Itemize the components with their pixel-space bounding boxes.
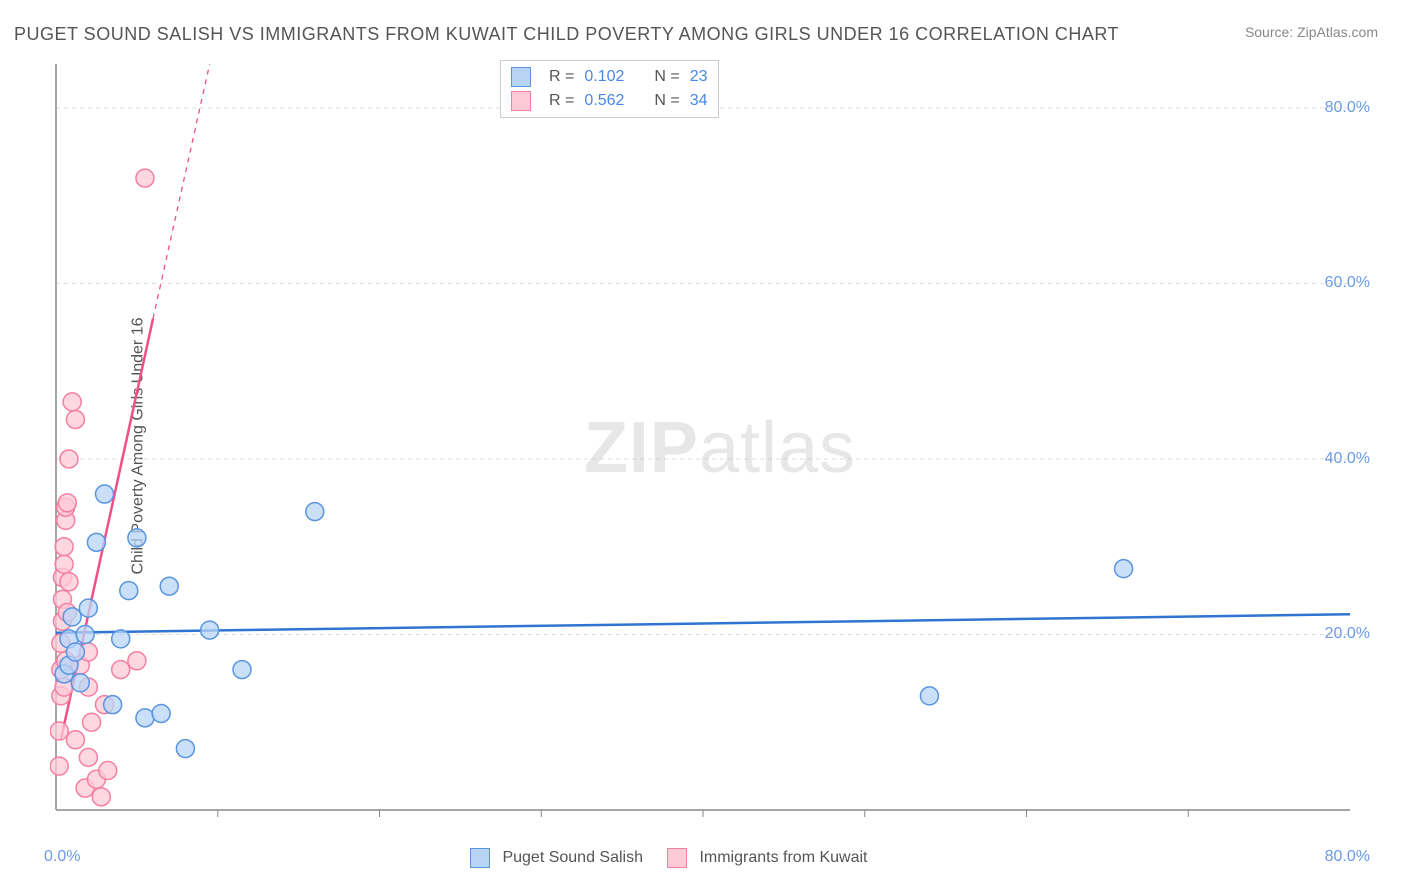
r-label: R =	[549, 92, 574, 110]
r-label: R =	[549, 68, 574, 86]
y-tick-label: 60.0%	[1325, 274, 1370, 292]
series-legend-label: Immigrants from Kuwait	[699, 849, 867, 866]
y-tick-label: 20.0%	[1325, 625, 1370, 643]
series-legend-item: Puget Sound Salish	[470, 848, 643, 868]
x-axis-min-label: 0.0%	[44, 848, 80, 866]
r-value: 0.562	[584, 92, 624, 110]
n-label: N =	[654, 92, 679, 110]
x-axis-max-label: 80.0%	[1325, 848, 1370, 866]
plot-area: ZIPatlas R = 0.102 N = 23 R = 0.562 N = …	[50, 58, 1390, 838]
correlation-legend-row: R = 0.562 N = 34	[511, 89, 708, 113]
series-legend-label: Puget Sound Salish	[502, 849, 643, 866]
source-attribution: Source: ZipAtlas.com	[1245, 24, 1378, 40]
y-tick-label: 80.0%	[1325, 99, 1370, 117]
n-value: 23	[690, 68, 708, 86]
chart-title: PUGET SOUND SALISH VS IMMIGRANTS FROM KU…	[14, 24, 1119, 45]
n-label: N =	[654, 68, 679, 86]
legend-swatch-blue	[470, 848, 490, 868]
correlation-legend: R = 0.102 N = 23 R = 0.562 N = 34	[500, 60, 719, 118]
n-value: 34	[690, 92, 708, 110]
series-legend: Puget Sound Salish Immigrants from Kuwai…	[470, 848, 868, 868]
source-name: ZipAtlas.com	[1297, 24, 1378, 40]
legend-swatch-pink	[667, 848, 687, 868]
y-tick-label: 40.0%	[1325, 450, 1370, 468]
legend-swatch-blue	[511, 67, 531, 87]
legend-swatch-pink	[511, 91, 531, 111]
scatter-chart-svg	[50, 58, 1390, 838]
correlation-legend-row: R = 0.102 N = 23	[511, 65, 708, 89]
series-legend-item: Immigrants from Kuwait	[667, 848, 868, 868]
source-prefix: Source:	[1245, 24, 1297, 40]
r-value: 0.102	[584, 68, 624, 86]
